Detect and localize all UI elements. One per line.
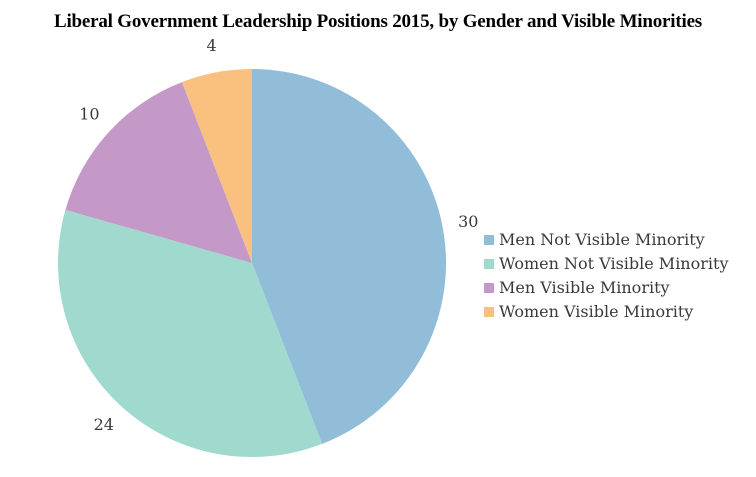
pie-slice-men-not-visible-minority <box>252 69 446 444</box>
legend-label: Men Visible Minority <box>499 278 670 297</box>
legend-item-men-visible-minority: Men Visible Minority <box>484 276 728 300</box>
legend-swatch-icon <box>484 307 494 317</box>
pie-slice-women-not-visible-minority <box>58 209 323 457</box>
pie-slice-women-visible-minority <box>181 69 252 263</box>
legend-swatch-icon <box>484 283 494 293</box>
legend-label: Men Not Visible Minority <box>499 230 705 249</box>
slice-value-label-men-not-visible-minority: 30 <box>458 212 478 231</box>
legend-item-women-visible-minority: Women Visible Minority <box>484 300 728 324</box>
slice-value-label-men-visible-minority: 10 <box>79 104 99 123</box>
pie-slice-men-visible-minority <box>65 82 252 263</box>
chart-title: Liberal Government Leadership Positions … <box>53 11 703 32</box>
legend-item-women-not-visible-minority: Women Not Visible Minority <box>484 252 728 276</box>
legend-item-men-not-visible-minority: Men Not Visible Minority <box>484 228 728 252</box>
legend-label: Women Not Visible Minority <box>499 254 729 273</box>
legend-swatch-icon <box>484 259 494 269</box>
slice-value-label-women-visible-minority: 4 <box>207 36 217 55</box>
slice-value-label-women-not-visible-minority: 24 <box>94 415 114 434</box>
legend: Men Not Visible Minority Women Not Visibl… <box>484 228 728 324</box>
legend-label: Women Visible Minority <box>499 302 694 321</box>
legend-swatch-icon <box>484 235 494 245</box>
